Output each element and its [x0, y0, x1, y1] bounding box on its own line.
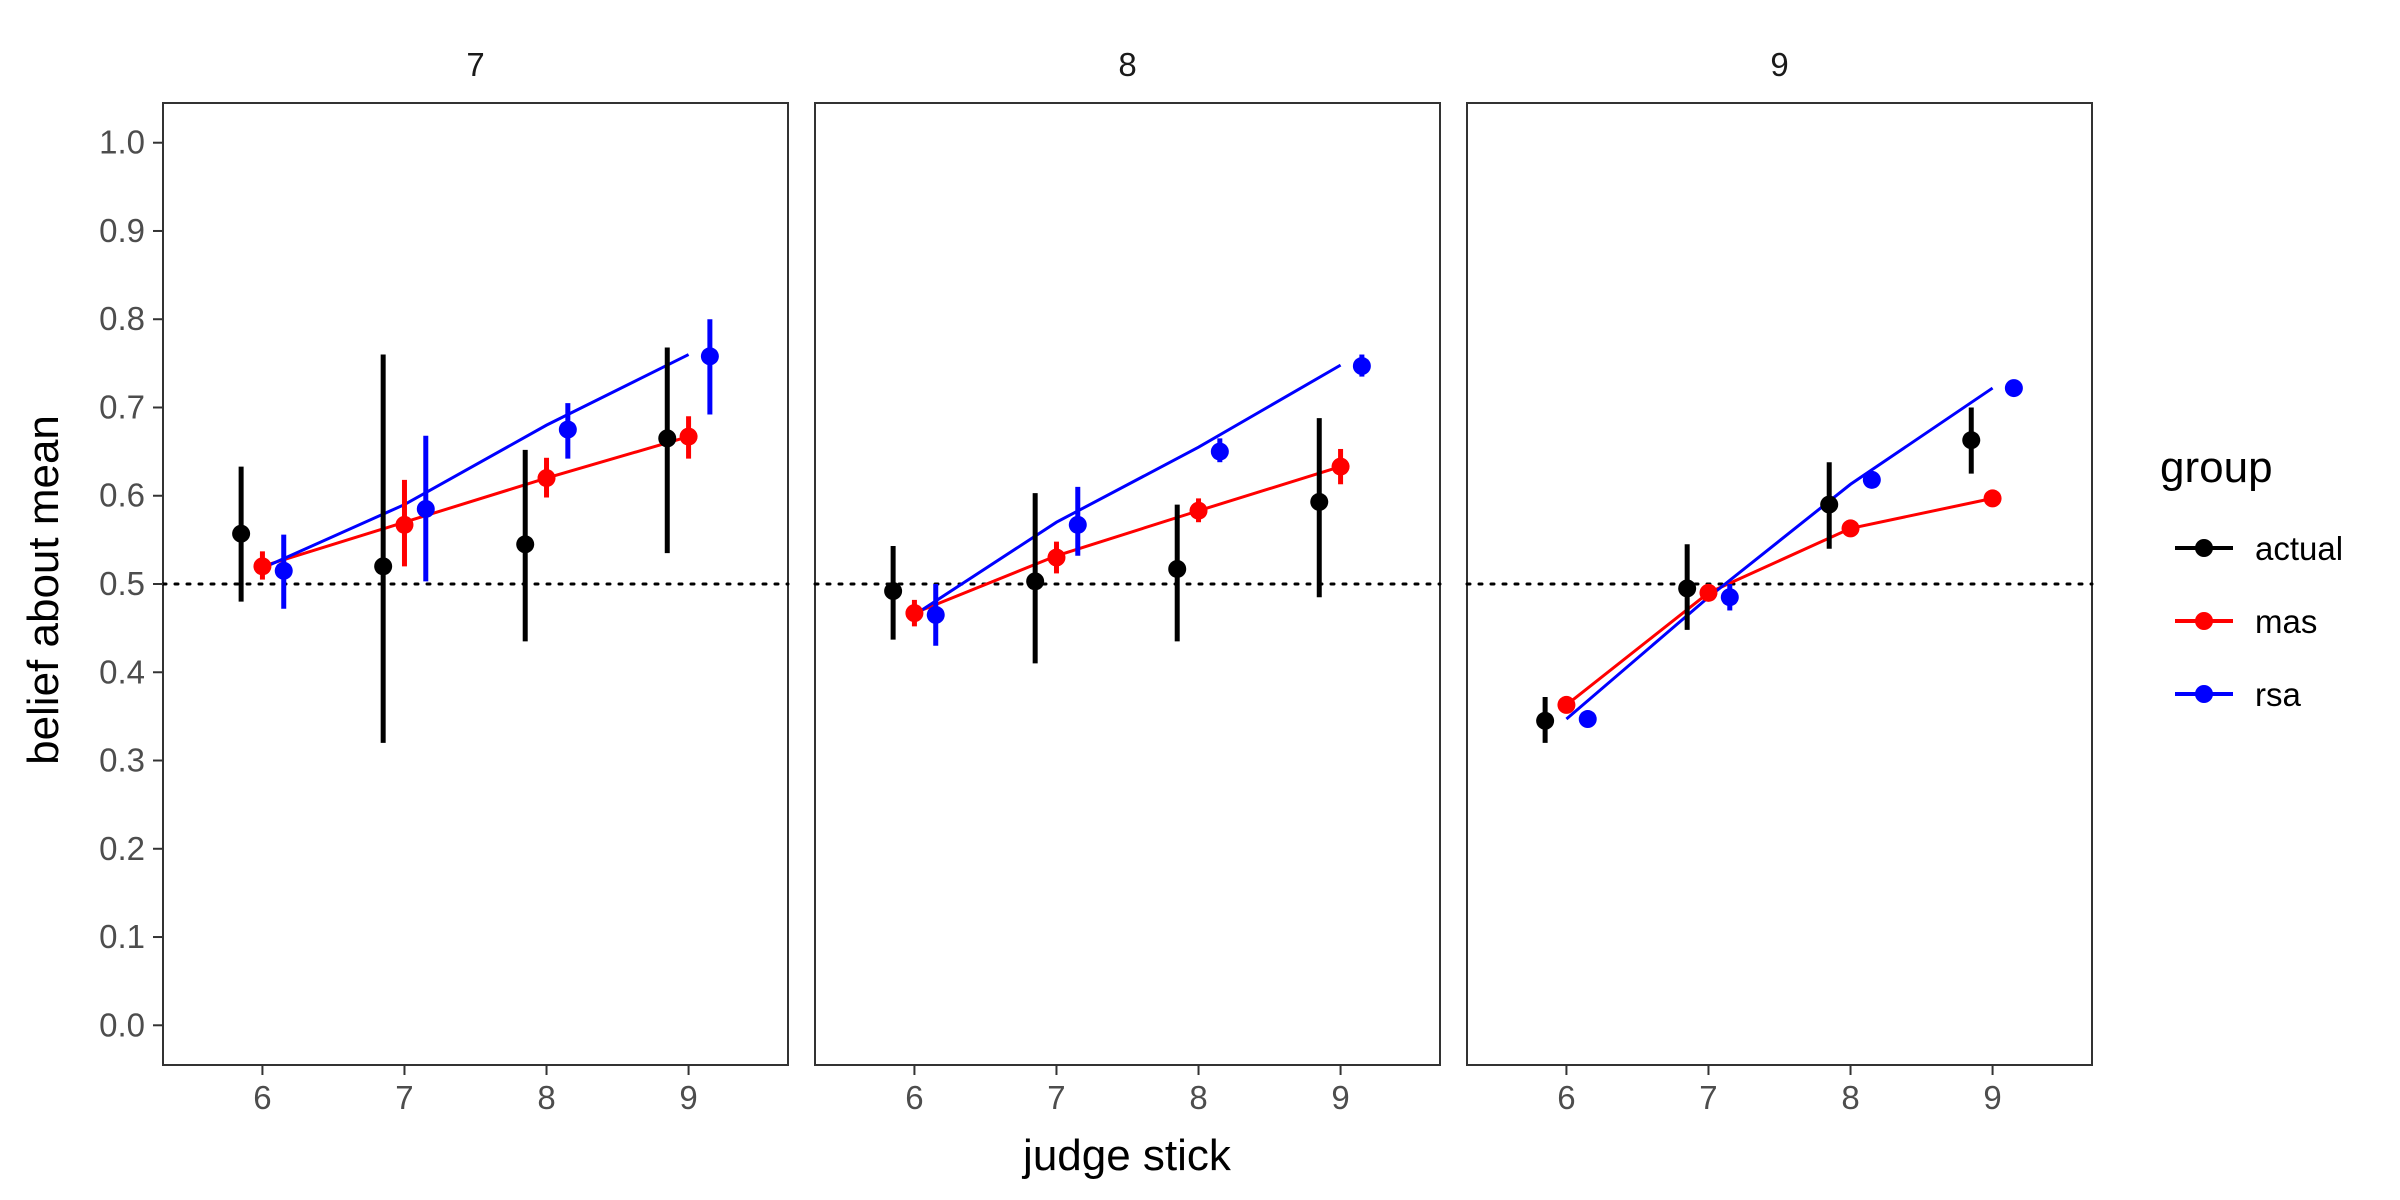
x-axis-title: judge stick [1021, 1131, 1232, 1180]
y-axis: 0.0 0.1 0.2 0.3 0.4 0.5 0.6 0.7 0.8 0.9 1.0 [99, 124, 163, 1043]
panel-strip-label: 8 [1118, 46, 1136, 83]
x-tick-label: 9 [1331, 1079, 1349, 1116]
mas-point [905, 604, 924, 623]
rsa-point [1068, 515, 1087, 534]
mas-point [1189, 501, 1208, 520]
x-tick-label: 8 [537, 1079, 555, 1116]
mas-line [261, 435, 689, 568]
actual-point [1536, 711, 1555, 730]
legend-label-rsa: rsa [2255, 676, 2301, 713]
y-tick-label: 0.3 [99, 742, 145, 779]
actual-point [1962, 431, 1981, 450]
y-tick-label: 0.7 [99, 388, 145, 425]
x-tick-label: 7 [395, 1079, 413, 1116]
rsa-point [416, 499, 435, 518]
y-tick-label: 1.0 [99, 124, 145, 161]
rsa-line [913, 363, 1342, 617]
rsa-point [2004, 379, 2023, 398]
x-tick-label: 7 [1699, 1079, 1717, 1116]
mas-point [1983, 489, 2002, 508]
legend-label-actual: actual [2255, 530, 2343, 567]
rsa-point [926, 605, 945, 624]
panel-8: 8 6 7 8 9 [813, 46, 1442, 1116]
x-tick-label: 8 [1841, 1079, 1859, 1116]
rsa-line [261, 353, 690, 570]
rsa-point [1578, 710, 1597, 729]
actual-point [1026, 572, 1045, 591]
x-tick-label: 8 [1189, 1079, 1207, 1116]
y-tick-label: 0.2 [99, 830, 145, 867]
rsa-point [1862, 470, 1881, 489]
panel-strip-label: 7 [466, 46, 484, 83]
mas-point [537, 469, 556, 488]
legend-label-mas: mas [2255, 603, 2317, 640]
actual-point [658, 429, 677, 448]
actual-point [232, 524, 251, 543]
y-tick-label: 0.0 [99, 1006, 145, 1043]
mas-point [395, 515, 414, 534]
y-tick-label: 0.8 [99, 300, 145, 337]
mas-point [1557, 695, 1576, 714]
actual-point [884, 582, 903, 601]
x-tick-label: 7 [1047, 1079, 1065, 1116]
y-tick-label: 0.4 [99, 653, 145, 690]
rsa-point [1352, 357, 1371, 376]
x-tick-label: 9 [679, 1079, 697, 1116]
chart-panels: 7 6 7 8 9 8 6 7 8 9 9 6 7 8 9 [161, 46, 2094, 1116]
x-tick-label: 6 [905, 1079, 923, 1116]
rsa-point [1210, 442, 1229, 461]
actual-point [1678, 579, 1697, 598]
mas-point [1331, 457, 1350, 476]
y-tick-label: 0.5 [99, 565, 145, 602]
rsa-point [558, 420, 577, 439]
mas-point [679, 427, 698, 446]
actual-point [1310, 492, 1329, 511]
panel-7: 7 6 7 8 9 [161, 46, 790, 1116]
mas-point [253, 557, 272, 576]
legend: group actual mas rsa [2160, 443, 2343, 713]
rsa-point [1720, 588, 1739, 607]
actual-point [1820, 495, 1839, 514]
legend-key-point [2195, 612, 2213, 630]
mas-line [913, 465, 1342, 615]
x-tick-label: 6 [253, 1079, 271, 1116]
y-tick-label: 0.1 [99, 918, 145, 955]
mas-point [1047, 548, 1066, 567]
mas-point [1841, 519, 1860, 538]
legend-key-point [2195, 539, 2213, 557]
y-axis-title: belief about mean [19, 415, 68, 765]
rsa-point [274, 561, 293, 580]
mas-line [1565, 496, 1993, 707]
mas-point [1699, 583, 1718, 602]
rsa-line [1565, 386, 1994, 721]
rsa-point [700, 347, 719, 366]
legend-title: group [2160, 443, 2273, 492]
y-tick-label: 0.9 [99, 212, 145, 249]
actual-point [516, 535, 535, 554]
x-tick-label: 6 [1557, 1079, 1575, 1116]
actual-point [374, 557, 393, 576]
actual-point [1168, 559, 1187, 578]
panel-9: 9 6 7 8 9 [1465, 46, 2094, 1116]
x-tick-label: 9 [1983, 1079, 2001, 1116]
panel-strip-label: 9 [1770, 46, 1788, 83]
legend-key-point [2195, 685, 2213, 703]
y-tick-label: 0.6 [99, 477, 145, 514]
